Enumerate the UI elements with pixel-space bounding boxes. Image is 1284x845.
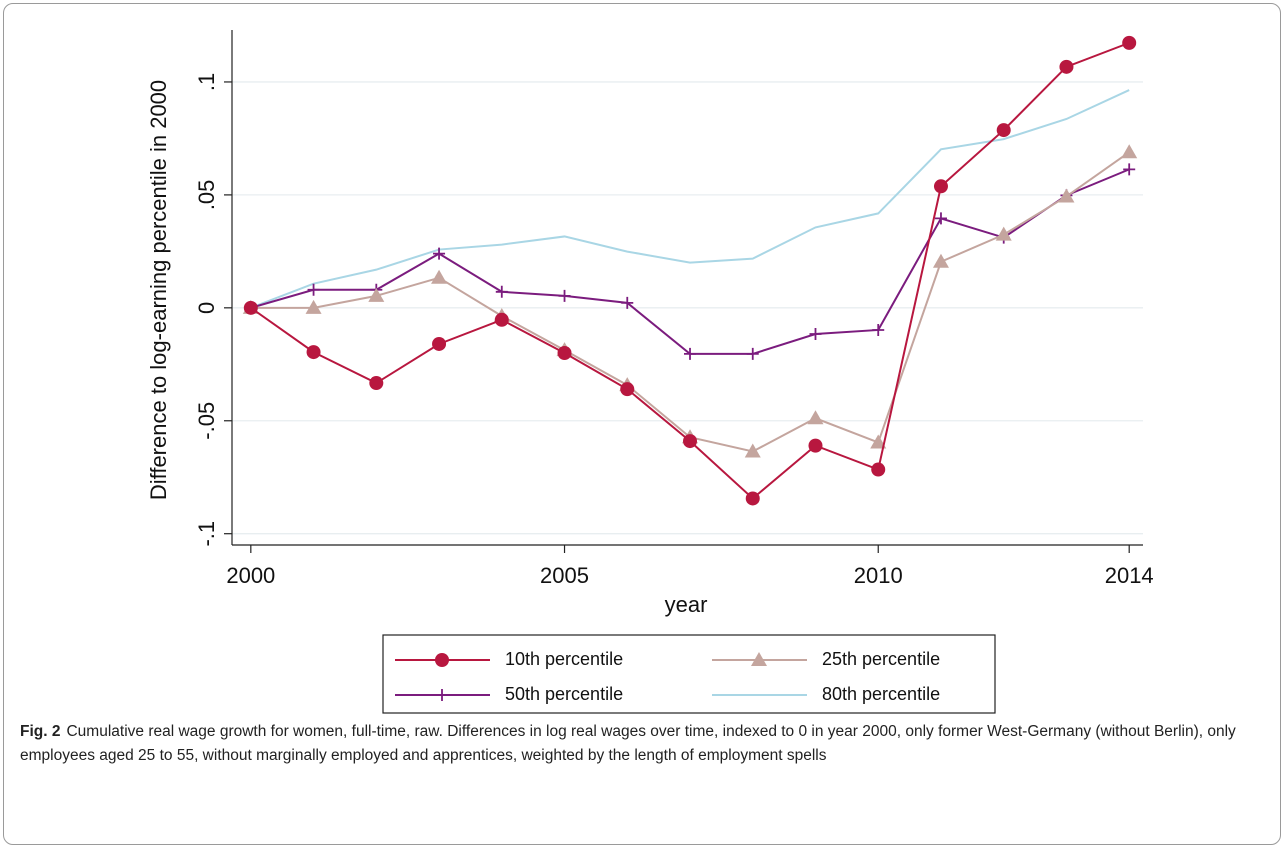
marker [369,376,384,391]
y-tick-label: .1 [194,73,219,91]
y-tick-label: 0 [194,302,219,314]
marker [305,299,322,314]
marker [1122,35,1137,50]
marker [433,247,446,260]
y-tick-label: .05 [194,180,219,211]
marker [808,438,823,453]
marker [307,283,320,296]
marker [1121,144,1138,159]
marker [871,462,886,477]
x-tick-label: 2010 [854,563,903,588]
marker [746,347,759,360]
x-axis-title: year [665,592,708,617]
marker [745,491,760,506]
marker [870,434,887,449]
legend-label: 25th percentile [822,649,940,669]
legend-label: 50th percentile [505,684,623,704]
caption: Fig. 2 Cumulative real wage growth for wo… [20,720,1260,768]
y-tick-label: -.1 [194,521,219,547]
marker [558,289,571,302]
marker [807,410,824,425]
marker [1059,59,1074,74]
legend: 10th percentile 25th percentile 50th perce… [395,649,940,704]
legend-marker [751,652,767,666]
marker [995,226,1012,241]
marker [621,296,634,309]
y-tick-label: -.05 [194,402,219,440]
marker [368,287,385,302]
x-tick-label: 2000 [226,563,275,588]
series-line [250,89,1130,309]
caption-text: Cumulative real wage growth for women, f… [20,723,1236,764]
marker [1058,188,1075,203]
page: Difference to log-earning percentile in … [3,3,1281,845]
series-line [250,168,1130,355]
chart: Difference to log-earning percentile in … [146,30,1154,714]
marker [744,443,761,458]
legend-label: 80th percentile [822,684,940,704]
marker [557,346,572,361]
marker [1123,163,1136,176]
marker [932,253,949,268]
marker [495,285,508,298]
marker [809,328,822,341]
marker [933,179,948,194]
legend-marker [436,689,448,701]
marker [683,434,698,449]
marker [684,347,697,360]
legend-marker [435,653,449,667]
legend-label: 10th percentile [505,649,623,669]
caption-label: Fig. 2 [20,723,61,740]
x-tick-label: 2014 [1105,563,1154,588]
y-axis-title: Difference to log-earning percentile in … [146,80,171,500]
legend-box [382,634,996,714]
marker [431,269,448,284]
marker [306,345,321,360]
marker [872,323,885,336]
marker [620,382,635,397]
marker [432,336,447,351]
x-tick-label: 2005 [540,563,589,588]
marker [494,312,509,327]
marker [243,300,258,315]
marker [996,123,1011,138]
marker [934,212,947,225]
